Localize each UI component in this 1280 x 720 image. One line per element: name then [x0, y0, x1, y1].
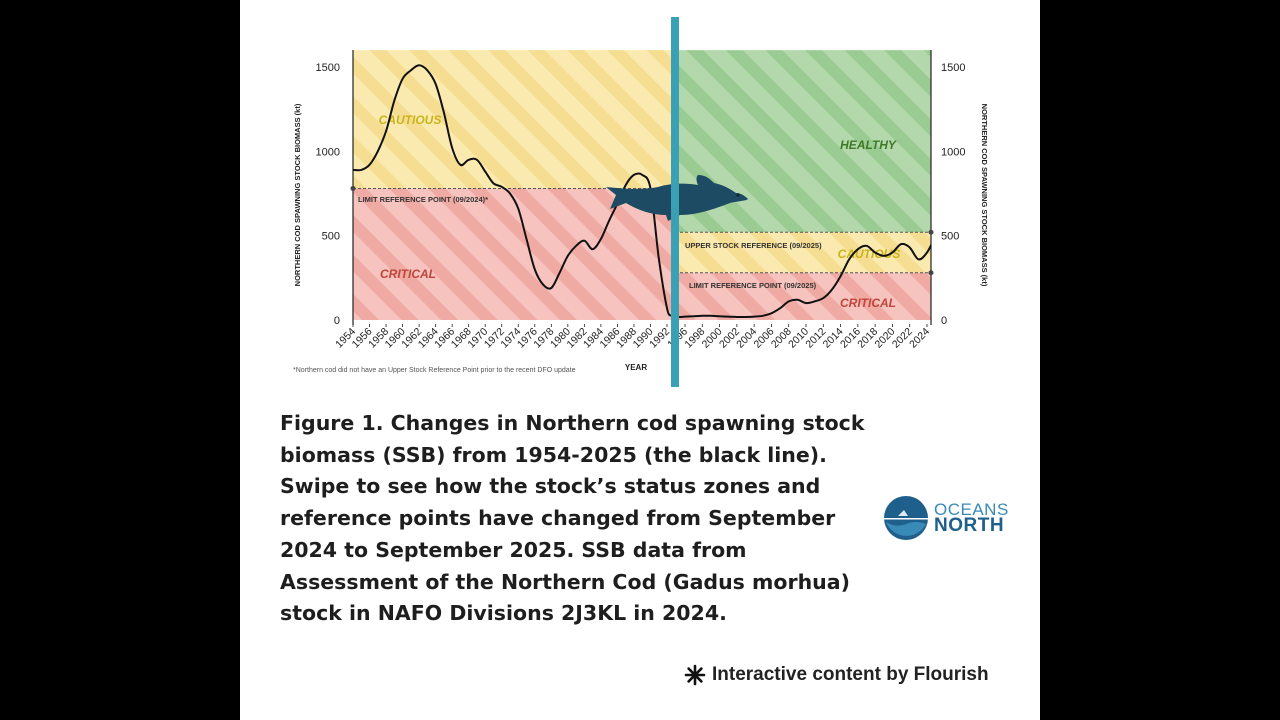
zone-cautious-2025	[675, 232, 931, 273]
y-axis-label-right: NORTHERN COD SPAWNING STOCK BIOMASS (kt)	[980, 104, 989, 287]
logo-text-oceans: OCEANS	[934, 500, 1009, 519]
y-tick-label-right: 1500	[941, 62, 965, 74]
ssb-chart[interactable]: CAUTIOUS CRITICAL HEALTHY CAUTIOUS CRITI…	[240, 0, 1040, 390]
y-tick-label-right: 500	[941, 231, 959, 243]
y-tick-label-left: 500	[322, 231, 340, 243]
reference-lines	[353, 187, 931, 274]
figure-caption: Figure 1. Changes in Northern cod spawni…	[280, 411, 865, 626]
oceans-north-logo-icon	[884, 496, 928, 540]
footnote: *Northern cod did not have an Upper Stoc…	[293, 367, 576, 374]
ssb-series-line	[353, 64, 931, 319]
y-tick-label-right: 1000	[941, 146, 965, 158]
reference-point-markers	[350, 185, 934, 276]
logo-text-north: NORTH	[934, 515, 1005, 536]
zone-label-cautious-2025: CAUTIOUS	[838, 247, 901, 261]
limit-ref-dot-2025	[928, 270, 934, 276]
status-zones	[353, 50, 931, 320]
zone-label-critical-2025: CRITICAL	[840, 296, 896, 310]
limit-ref-label-2024: LIMIT REFERENCE POINT (09/2024)*	[358, 195, 488, 204]
asterisk-icon	[684, 664, 706, 686]
flourish-credit-link[interactable]: Interactive content by Flourish	[684, 664, 989, 686]
upper-ref-dot-2025	[928, 229, 934, 235]
y-tick-label-left: 1000	[316, 146, 340, 158]
x-axis-label: YEAR	[625, 363, 647, 372]
zone-label-cautious-2024: CAUTIOUS	[379, 113, 442, 127]
y-ticks-left: 0 500 1000 1500	[316, 62, 340, 327]
limit-ref-dot-2024	[350, 185, 356, 191]
y-axis-label-left: NORTHERN COD SPAWNING STOCK BIOMASS (kt)	[293, 103, 302, 286]
zone-label-critical-2024: CRITICAL	[380, 267, 436, 281]
figure-card: CAUTIOUS CRITICAL HEALTHY CAUTIOUS CRITI…	[240, 0, 1040, 720]
zone-critical-2025	[675, 272, 931, 320]
flourish-credit-text: Interactive content by Flourish	[712, 664, 989, 685]
zone-label-healthy-2025: HEALTHY	[840, 138, 897, 152]
y-tick-label-right: 0	[941, 315, 947, 327]
upper-ref-label-2025: UPPER STOCK REFERENCE (09/2025)	[685, 241, 822, 250]
x-ticks: 1954195619581960196219641966196819701972…	[333, 324, 932, 351]
y-tick-label-left: 0	[334, 315, 340, 327]
y-tick-label-left: 1500	[316, 62, 340, 74]
swipe-divider-handle[interactable]	[671, 17, 679, 387]
zone-critical-2024	[353, 188, 675, 320]
y-ticks-right: 0 500 1000 1500	[941, 62, 965, 327]
limit-ref-label-2025: LIMIT REFERENCE POINT (09/2025)	[689, 281, 817, 290]
x-tick-label: 2024	[907, 326, 932, 351]
